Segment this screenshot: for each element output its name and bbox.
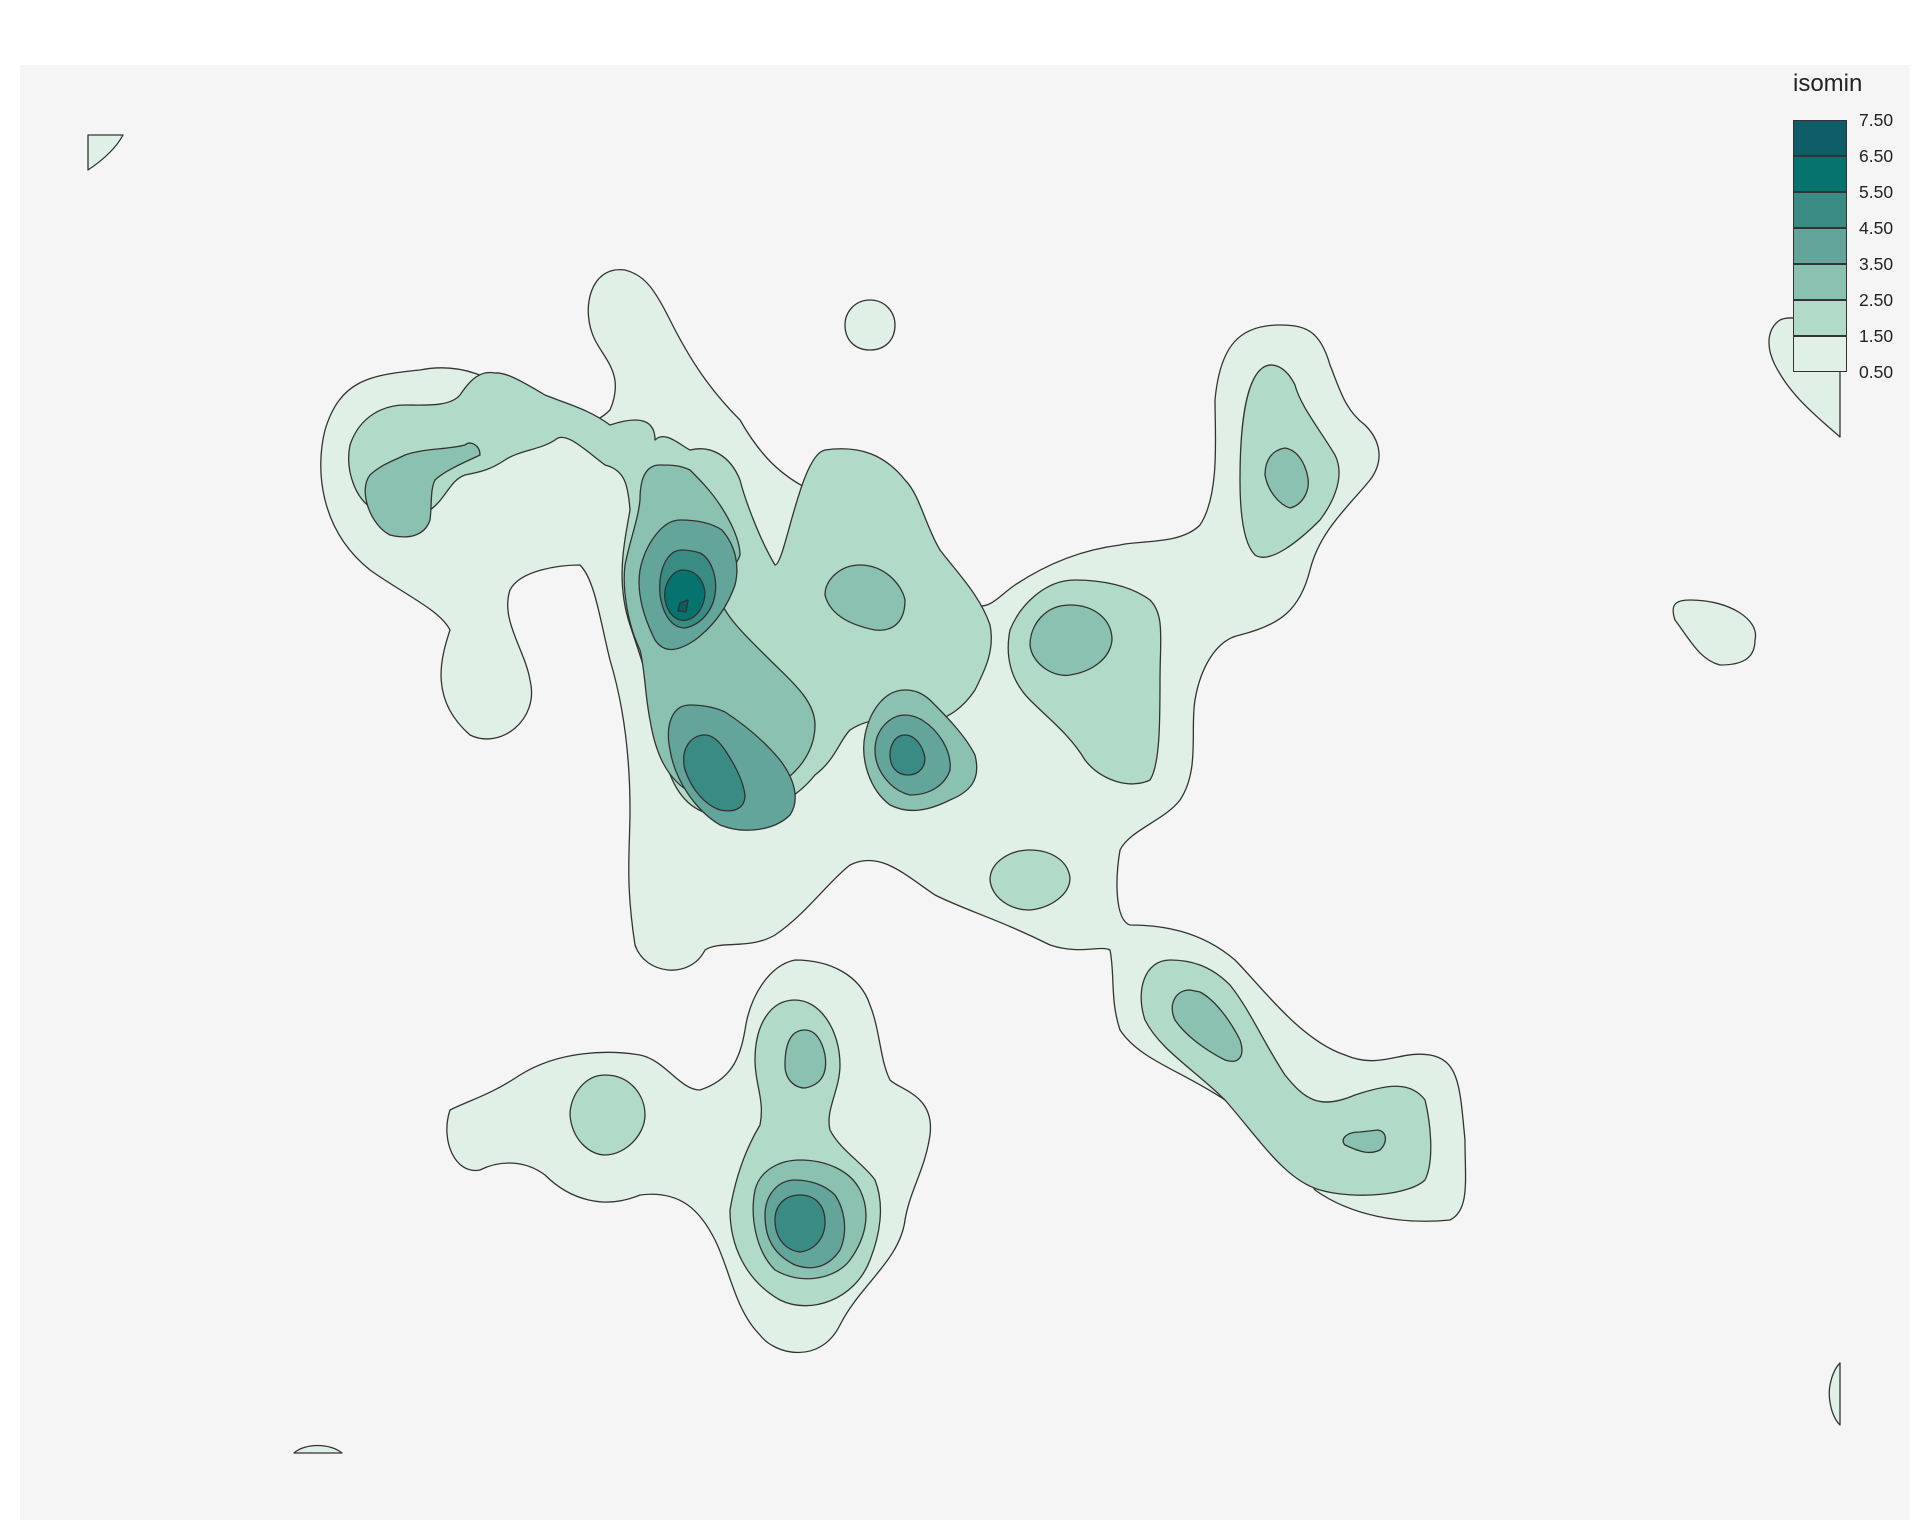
contour-band-level-3 xyxy=(1264,447,1309,509)
contour-band-level-6 xyxy=(664,569,706,621)
contour-band-level-2 xyxy=(569,1074,646,1156)
contour-band-level-3 xyxy=(364,442,481,538)
legend-tick-label: 7.50 xyxy=(1859,110,1894,130)
contour-band-level-3 xyxy=(784,1029,827,1089)
legend-tick-label: 1.50 xyxy=(1859,326,1894,346)
legend-title: isomin xyxy=(1793,70,1863,97)
contour-band-level-1 xyxy=(1672,599,1757,666)
legend-tick-label: 2.50 xyxy=(1859,290,1894,310)
legend-swatch xyxy=(1793,156,1847,192)
plot-panel xyxy=(20,65,1910,1520)
contour-plot xyxy=(87,134,1841,1454)
contour-band-level-1 xyxy=(87,134,124,171)
contour-band-level-3 xyxy=(824,564,906,631)
contour-band-level-3 xyxy=(1171,989,1243,1062)
contour-band-level-2 xyxy=(989,849,1071,911)
contour-band-level-5 xyxy=(889,734,926,776)
contour-band-level-1 xyxy=(844,299,896,351)
contour-band-level-1 xyxy=(293,1444,343,1454)
legend-tick-label: 3.50 xyxy=(1859,254,1894,274)
legend-tick-label: 5.50 xyxy=(1859,182,1894,202)
contour-band-level-7 xyxy=(677,599,689,613)
legend-swatch xyxy=(1793,300,1847,336)
contour-band-level-5 xyxy=(683,734,746,812)
contour-band-level-1 xyxy=(446,959,932,1353)
legend-swatch xyxy=(1793,336,1847,372)
contour-bands xyxy=(87,134,1841,1454)
legend-swatch xyxy=(1793,120,1847,156)
contour-band-level-1 xyxy=(1828,1362,1841,1426)
legend-tick-label: 0.50 xyxy=(1859,362,1894,382)
contour-band-level-3 xyxy=(1029,604,1113,677)
contour-band-level-5 xyxy=(774,1194,826,1253)
legend-swatch xyxy=(1793,192,1847,228)
contour-band-level-3 xyxy=(1342,1129,1387,1154)
legend-tick-label: 4.50 xyxy=(1859,218,1894,238)
legend-swatch xyxy=(1793,228,1847,264)
legend-tick-label: 6.50 xyxy=(1859,146,1894,166)
legend-swatch xyxy=(1793,264,1847,300)
